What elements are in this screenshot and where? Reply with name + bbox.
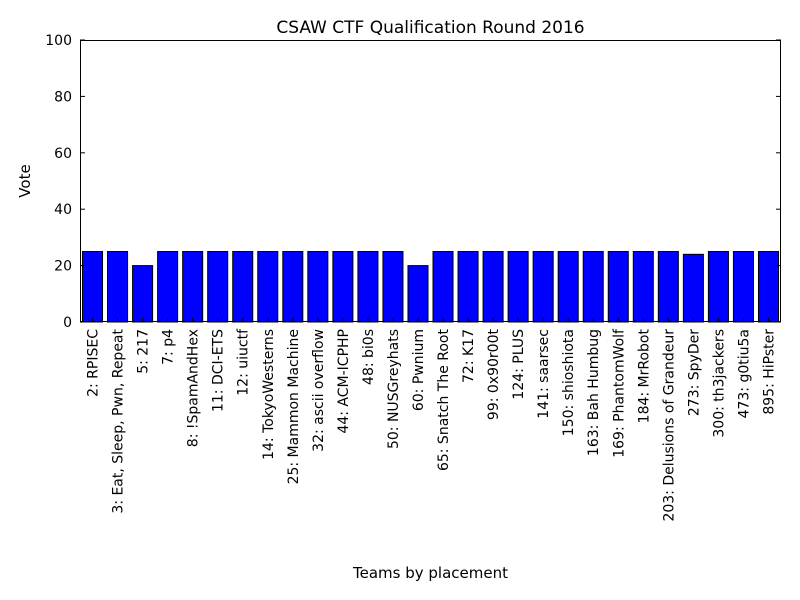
- bar: [257, 251, 279, 323]
- y-tick-label: 20: [54, 259, 72, 275]
- x-tick-label: 32: ascii overflow: [311, 329, 327, 452]
- bar: [182, 251, 204, 323]
- x-tick-label: 12: uiuctf: [236, 328, 252, 396]
- bar: [682, 253, 704, 323]
- bar: [632, 251, 654, 323]
- x-tick-label: 184: MrRobot: [636, 329, 652, 424]
- x-tick-label: 11: DCI-ETS: [211, 329, 227, 412]
- bars-group: [82, 251, 779, 323]
- bar: [657, 251, 679, 323]
- x-tick-label: 169: PhantomWolf: [611, 328, 627, 458]
- x-tick-label: 25: Mammon Machine: [286, 329, 302, 484]
- x-tick-label: 3: Eat, Sleep, Pwn, Repeat: [111, 328, 127, 513]
- x-tick-label: 273: SpyDer: [686, 329, 702, 416]
- x-tick-label: 60: Pwnium: [411, 329, 427, 411]
- x-tick-label: 5: 217: [136, 329, 152, 374]
- bar: [382, 251, 404, 323]
- bar: [732, 251, 754, 323]
- y-tick-label: 0: [63, 315, 72, 331]
- bar: [482, 251, 504, 323]
- x-tick-label: 14: TokyoWesterns: [261, 329, 277, 460]
- x-tick-label: 150: shioshiota: [561, 329, 577, 436]
- y-axis-label: Vote: [16, 164, 34, 197]
- plot-frame: [80, 40, 781, 322]
- bar: [357, 251, 379, 323]
- x-tick-label: 203: Delusions of Grandeur: [661, 329, 677, 522]
- bar: [232, 251, 254, 323]
- chart-title: CSAW CTF Qualification Round 2016: [276, 18, 584, 38]
- bar: [457, 251, 479, 323]
- bar: [332, 251, 354, 323]
- bar: [407, 265, 429, 323]
- x-tick-label: 300: th3jackers: [711, 329, 727, 438]
- x-tick-label: 163: Bah Humbug: [586, 329, 602, 456]
- x-tick-label: 895: HiPster: [761, 329, 777, 415]
- bar: [82, 251, 104, 323]
- y-tick-label: 80: [54, 89, 72, 105]
- y-tick-label: 40: [54, 202, 72, 218]
- bar: [307, 251, 329, 323]
- bar: [432, 251, 454, 323]
- x-tick-label: 48: bi0s: [361, 329, 377, 385]
- x-tick-label: 2: RPISEC: [86, 329, 102, 397]
- bar: [607, 251, 629, 323]
- x-tick-label: 473: g0tiu5a: [736, 329, 752, 418]
- bar: [532, 251, 554, 323]
- bar: [132, 265, 154, 323]
- bar: [557, 251, 579, 323]
- x-tick-label: 65: Snatch The Root: [436, 328, 452, 471]
- bar: [157, 251, 179, 323]
- bar: [757, 251, 779, 323]
- x-tick-label: 7: p4: [161, 329, 177, 365]
- x-ticks-group: 2: RPISEC 3: Eat, Sleep, Pwn, Repeat 5: 21…: [86, 318, 777, 522]
- x-tick-label: 99: 0x90r00t: [486, 329, 502, 421]
- bar: [107, 251, 129, 323]
- y-tick-label: 100: [45, 33, 72, 49]
- x-tick-label: 72: K17: [461, 329, 477, 383]
- x-tick-label: 124: PLUS: [511, 329, 527, 400]
- x-axis-label: Teams by placement: [352, 564, 508, 582]
- bar: [707, 251, 729, 323]
- y-tick-label: 60: [54, 146, 72, 162]
- x-tick-label: 44: ACM-ICPHP: [336, 329, 352, 434]
- bar: [282, 251, 304, 323]
- x-tick-label: 50: NUSGreyhats: [386, 329, 402, 449]
- x-tick-label: 141: saarsec: [536, 329, 552, 419]
- bar: [507, 251, 529, 323]
- x-tick-label: 8: !SpamAndHex: [186, 329, 202, 447]
- bar: [582, 251, 604, 323]
- bar: [207, 251, 229, 323]
- y-ticks-group: 0 20 40 60 80 100: [45, 33, 781, 331]
